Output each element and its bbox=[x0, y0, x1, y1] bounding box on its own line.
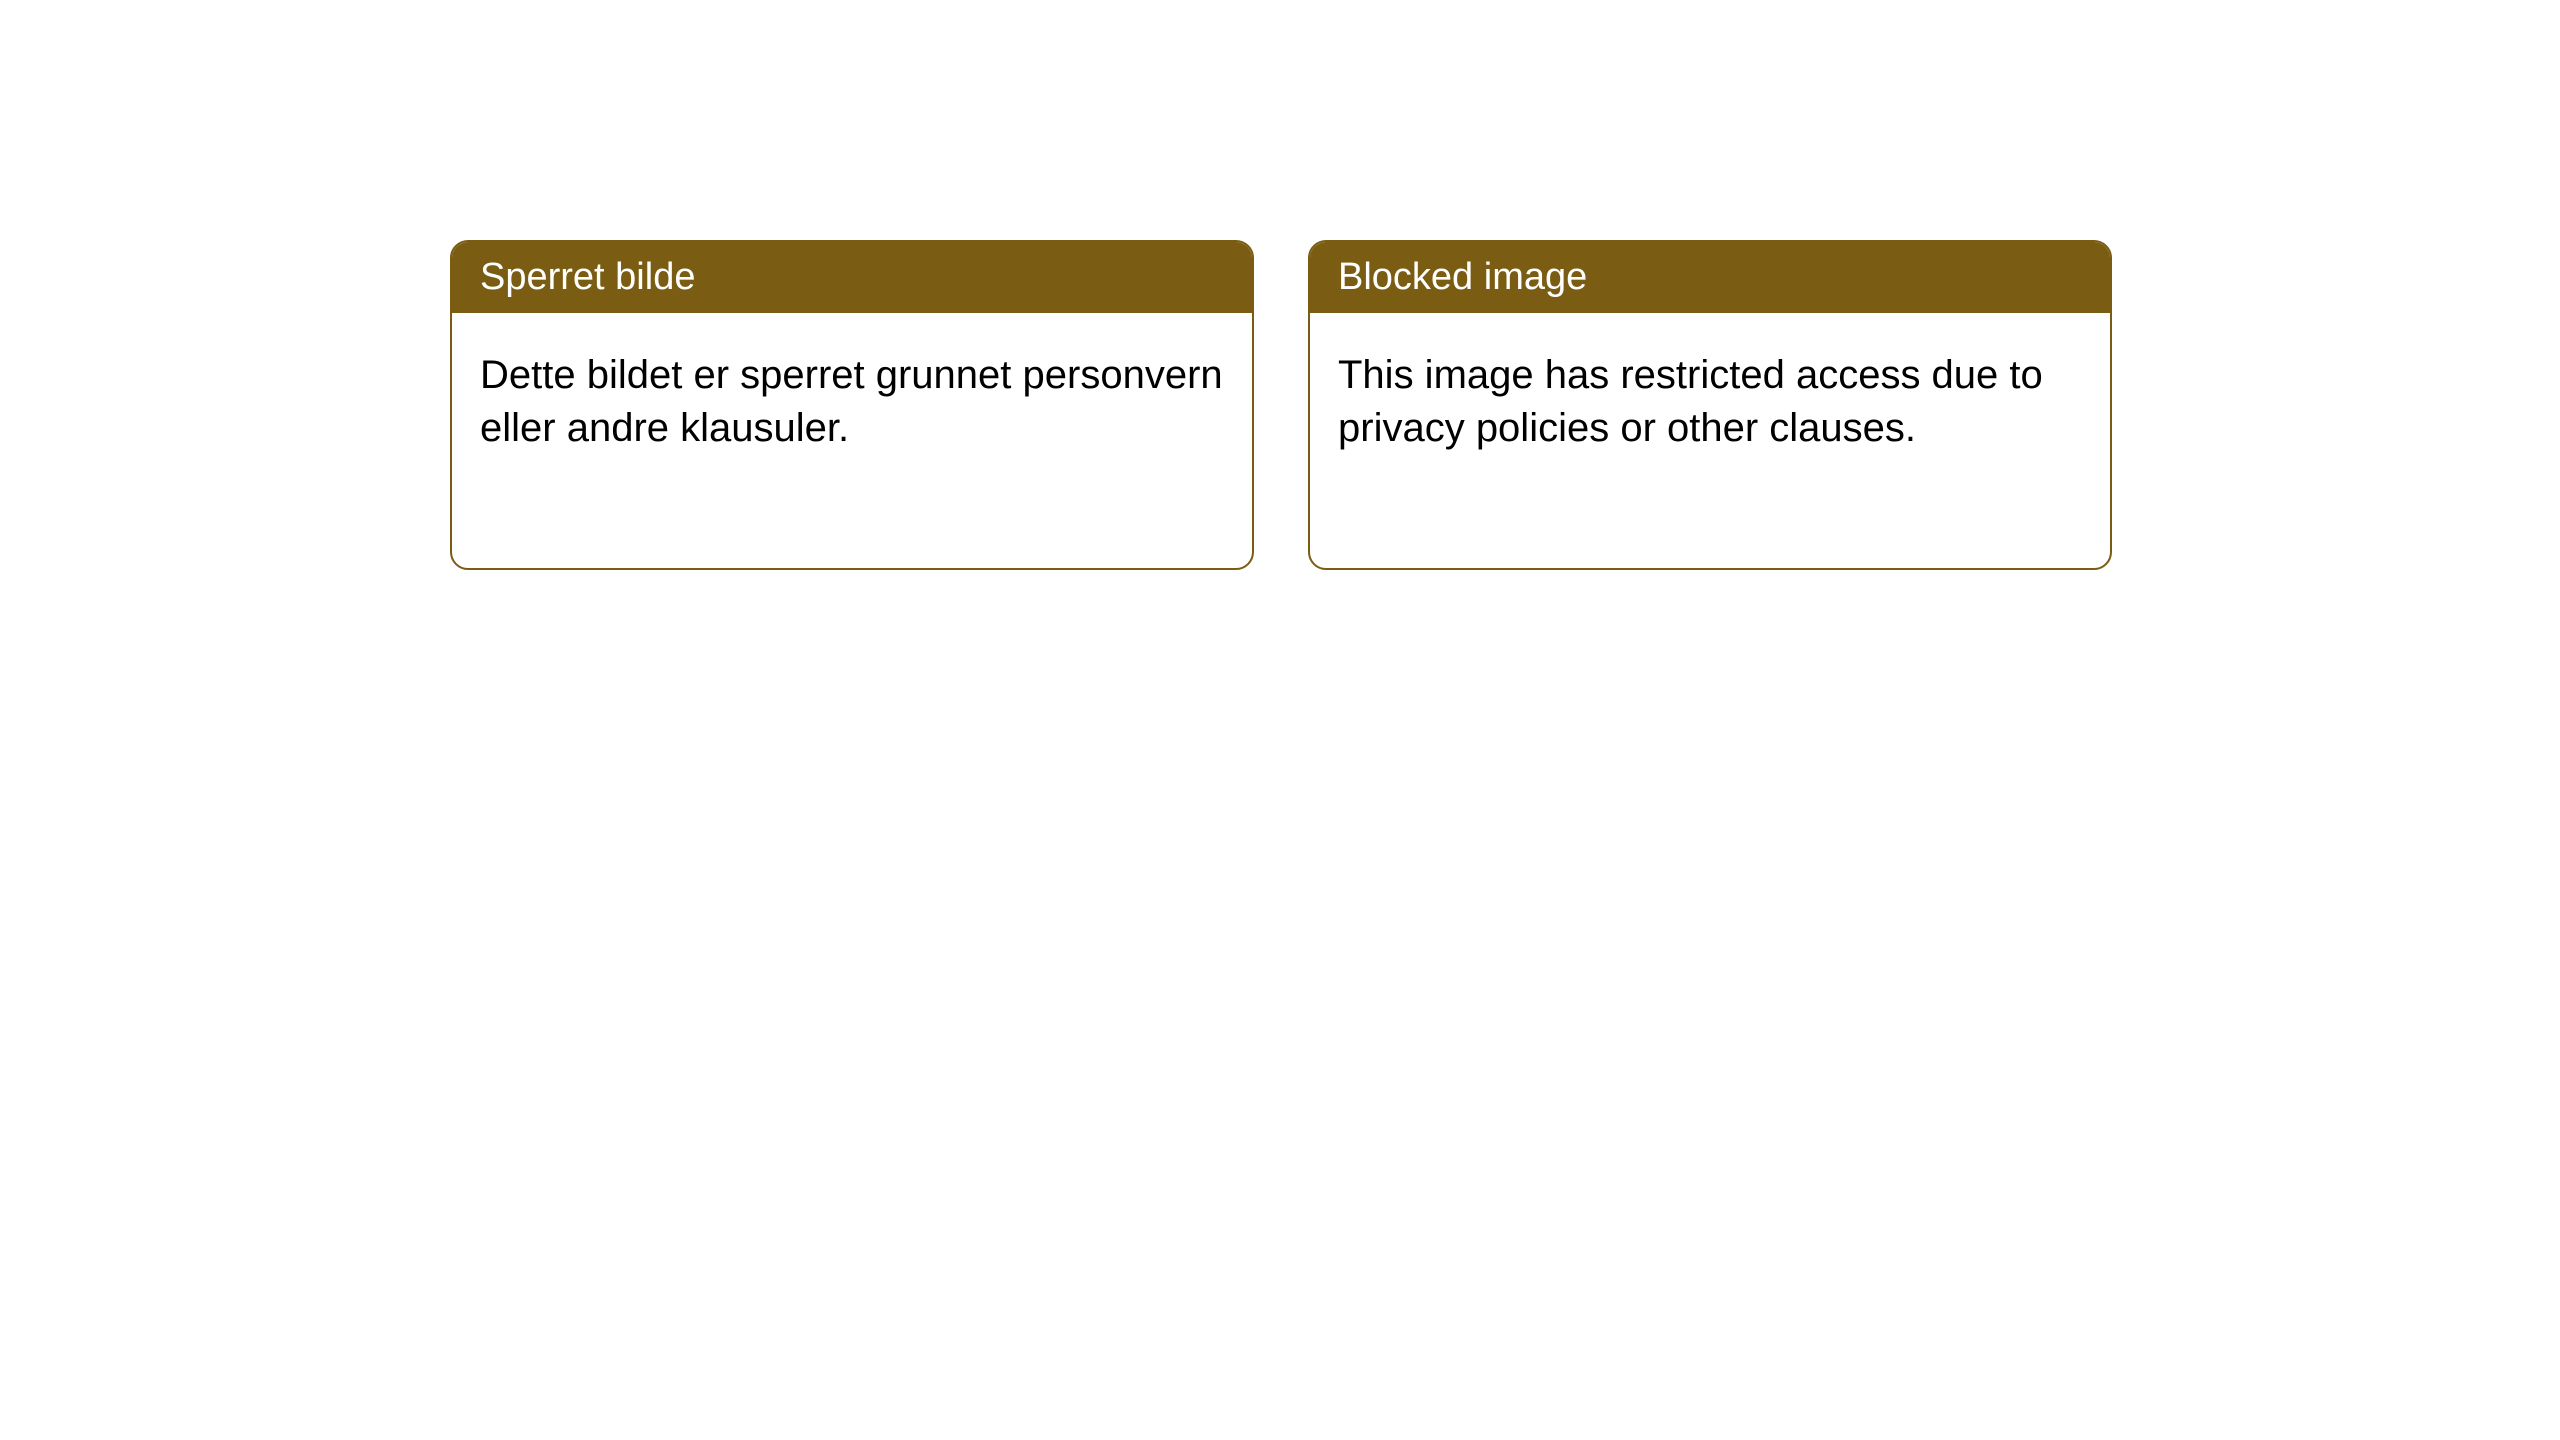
blocked-image-card-en: Blocked image This image has restricted … bbox=[1308, 240, 2112, 570]
card-body-en: This image has restricted access due to … bbox=[1310, 313, 2110, 491]
blocked-image-card-no: Sperret bilde Dette bildet er sperret gr… bbox=[450, 240, 1254, 570]
card-body-text-no: Dette bildet er sperret grunnet personve… bbox=[480, 353, 1223, 450]
card-title-en: Blocked image bbox=[1338, 256, 1587, 298]
card-body-no: Dette bildet er sperret grunnet personve… bbox=[452, 313, 1252, 491]
card-header-no: Sperret bilde bbox=[452, 242, 1252, 313]
card-title-no: Sperret bilde bbox=[480, 256, 695, 298]
blocked-image-notices: Sperret bilde Dette bildet er sperret gr… bbox=[0, 0, 2560, 570]
card-body-text-en: This image has restricted access due to … bbox=[1338, 353, 2043, 450]
card-header-en: Blocked image bbox=[1310, 242, 2110, 313]
